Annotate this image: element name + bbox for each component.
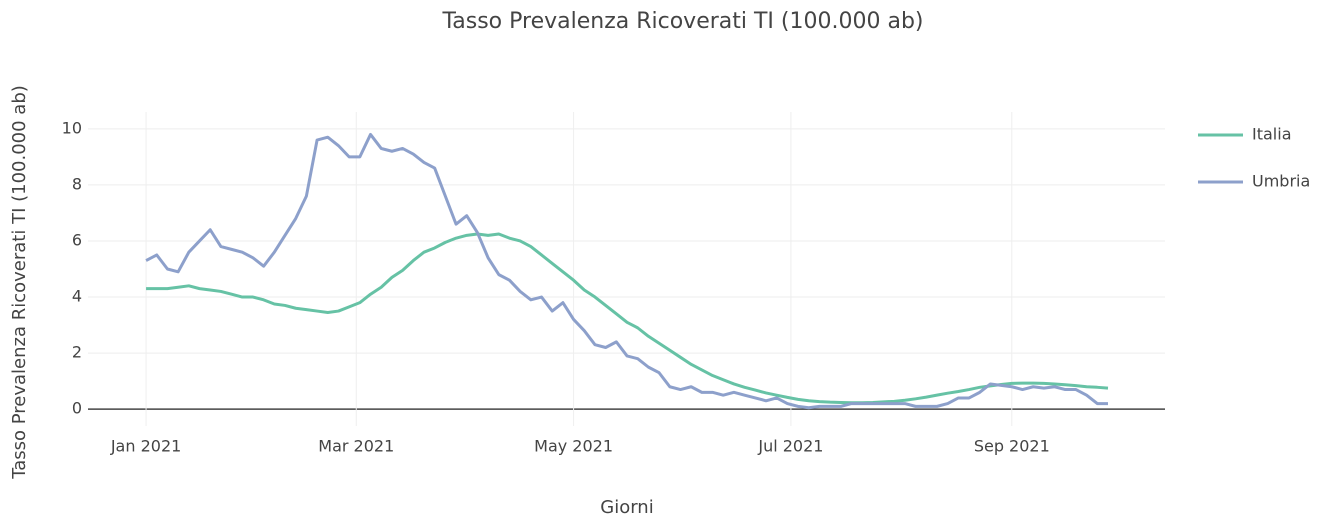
- legend-label: Italia: [1252, 125, 1292, 144]
- legend-label: Umbria: [1252, 172, 1310, 191]
- chart-title: Tasso Prevalenza Ricoverati TI (100.000 …: [441, 9, 923, 34]
- x-tick-label: May 2021: [534, 437, 613, 456]
- y-tick-label: 6: [72, 230, 82, 249]
- y-axis-title: Tasso Prevalenza Ricoverati TI (100.000 …: [9, 85, 30, 480]
- x-tick-label: Jan 2021: [110, 437, 181, 456]
- y-tick-label: 8: [72, 174, 82, 193]
- line-series: [146, 232, 1109, 405]
- x-tick-label: Sep 2021: [974, 437, 1050, 456]
- y-tick-label: 0: [72, 399, 82, 418]
- x-axis-title: Giorni: [600, 497, 653, 518]
- y-tick-label: 4: [72, 287, 82, 306]
- y-tick-label: 2: [72, 343, 82, 362]
- y-tick-label: 10: [62, 118, 82, 137]
- line-series: [145, 132, 1108, 410]
- x-tick-label: Jul 2021: [757, 437, 823, 456]
- x-tick-label: Mar 2021: [318, 437, 394, 456]
